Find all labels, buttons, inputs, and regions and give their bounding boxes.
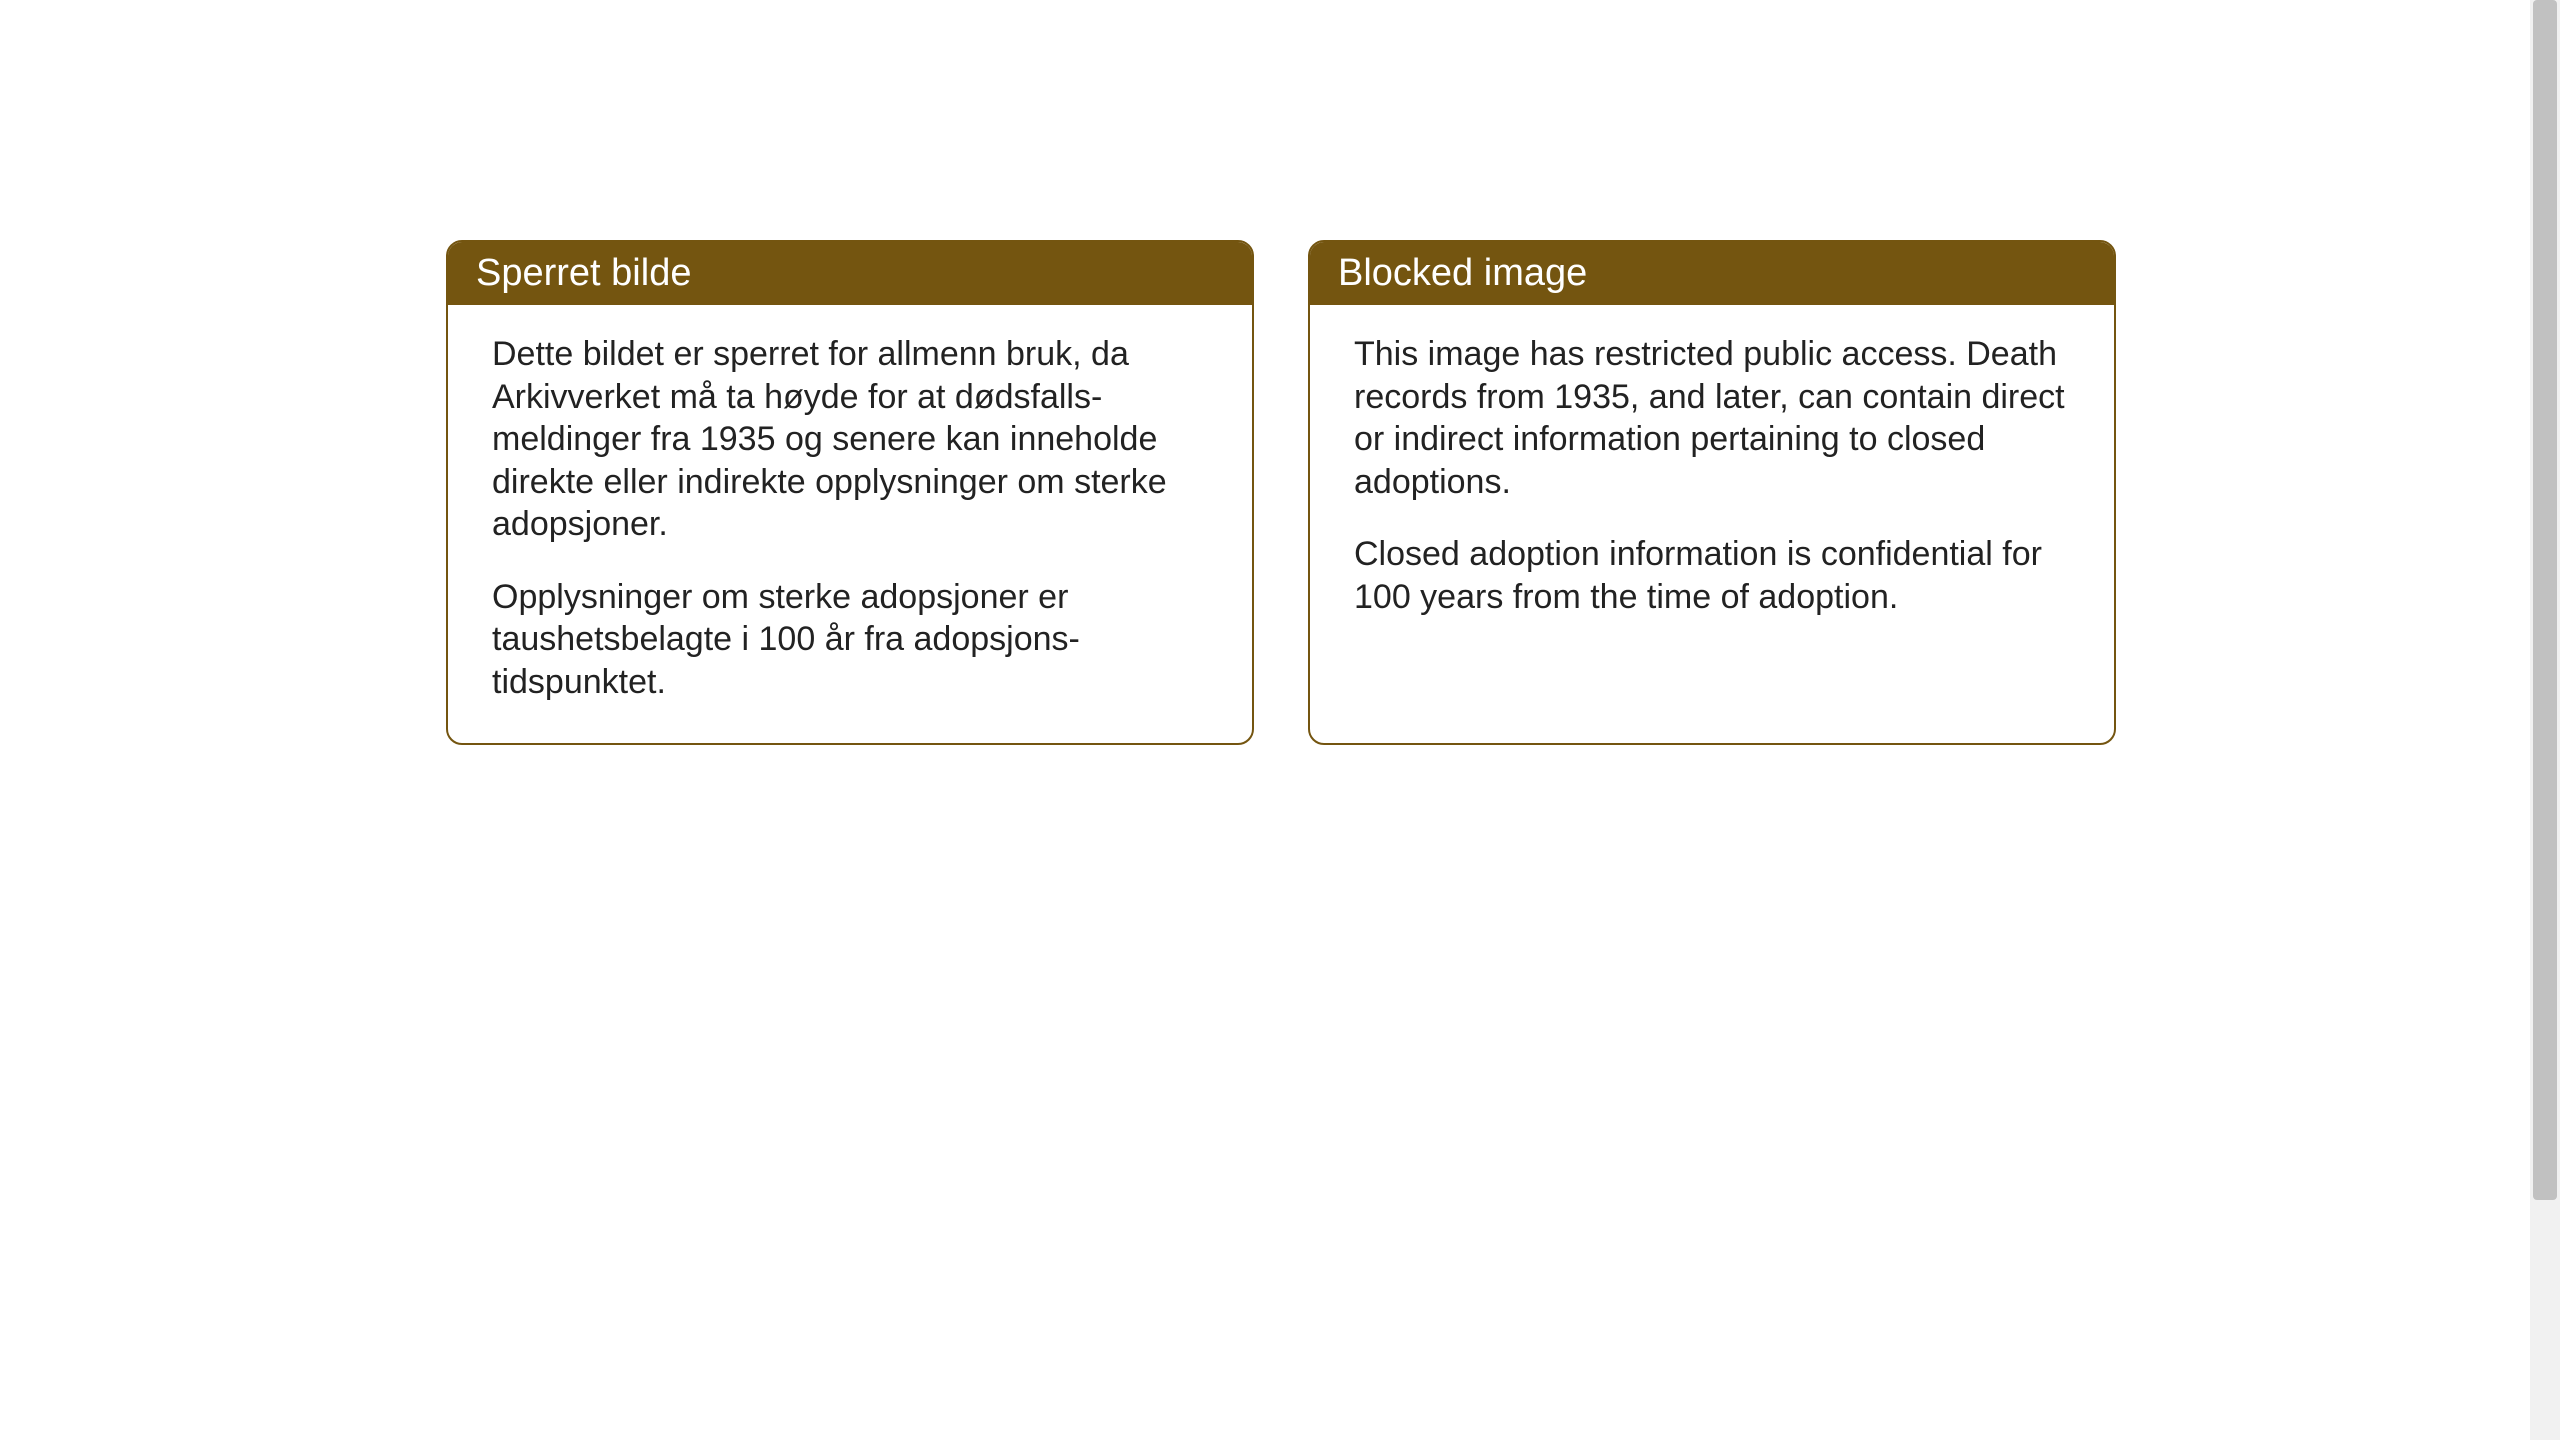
scrollbar-thumb[interactable]: [2533, 0, 2557, 1200]
notice-paragraph: Opplysninger om sterke adopsjoner er tau…: [492, 576, 1208, 704]
notice-paragraph: Closed adoption information is confident…: [1354, 533, 2070, 618]
notice-body-norwegian: Dette bildet er sperret for allmenn bruk…: [448, 305, 1252, 743]
notice-body-english: This image has restricted public access.…: [1310, 305, 2114, 658]
notice-header-english: Blocked image: [1310, 242, 2114, 305]
notice-box-norwegian: Sperret bilde Dette bildet er sperret fo…: [446, 240, 1254, 745]
notice-paragraph: This image has restricted public access.…: [1354, 333, 2070, 503]
vertical-scrollbar[interactable]: [2530, 0, 2560, 1440]
notice-header-norwegian: Sperret bilde: [448, 242, 1252, 305]
notice-container: Sperret bilde Dette bildet er sperret fo…: [446, 240, 2116, 745]
notice-paragraph: Dette bildet er sperret for allmenn bruk…: [492, 333, 1208, 546]
notice-box-english: Blocked image This image has restricted …: [1308, 240, 2116, 745]
